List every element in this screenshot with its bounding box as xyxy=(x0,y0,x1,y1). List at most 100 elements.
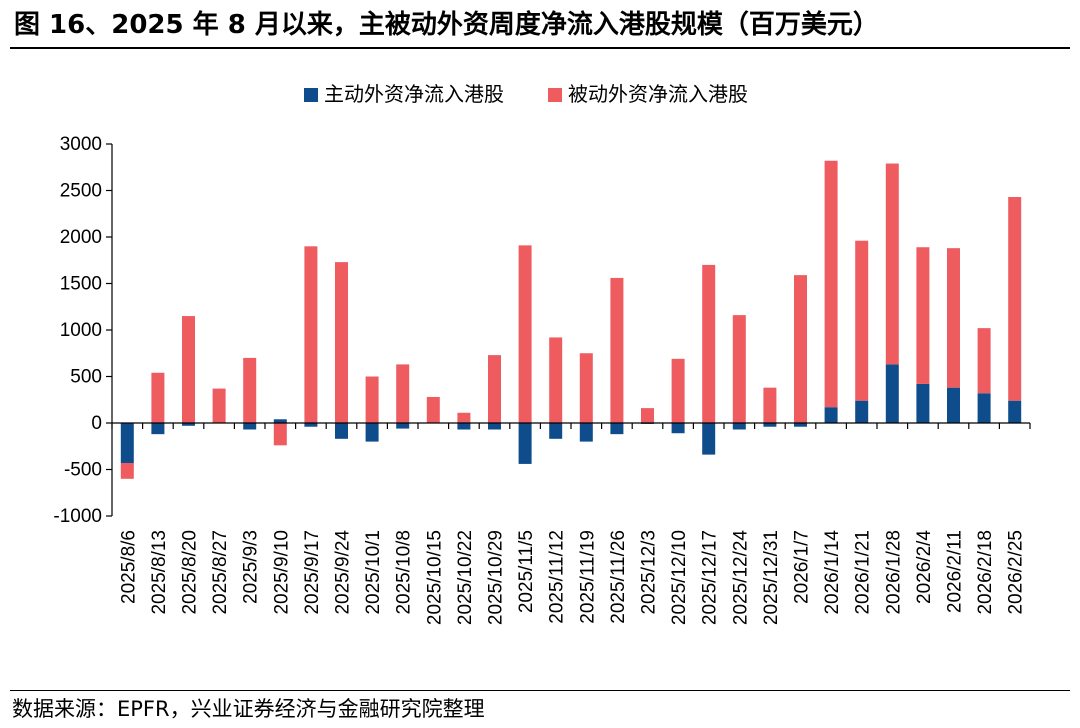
y-tick-label: -500 xyxy=(64,460,102,481)
x-tick-label: 2025/11/12 xyxy=(547,530,568,624)
bar-passive xyxy=(579,353,593,423)
bar-active xyxy=(182,423,195,426)
x-tick-label: 2025/10/1 xyxy=(363,530,384,615)
bar-passive xyxy=(182,316,195,423)
x-tick-label: 2026/1/28 xyxy=(883,530,904,615)
bar-active xyxy=(885,364,899,423)
bar-passive xyxy=(151,372,165,423)
x-tick-label: 2025/11/26 xyxy=(608,530,629,624)
x-tick-label: 2025/8/20 xyxy=(180,530,201,615)
bar-active xyxy=(304,423,318,427)
bar-active xyxy=(273,419,287,423)
bar-active xyxy=(457,423,471,430)
bar-passive xyxy=(885,163,899,365)
legend-swatch-passive xyxy=(548,88,562,102)
y-tick-label: 2500 xyxy=(60,181,102,202)
bar-active xyxy=(488,423,501,430)
bar-active xyxy=(763,423,777,427)
bar-passive xyxy=(794,275,807,423)
source-note: 数据来源：EPFR，兴业证券经济与金融研究院整理 xyxy=(12,697,485,721)
bar-passive xyxy=(212,388,226,423)
x-tick-label: 2026/2/11 xyxy=(945,530,966,613)
x-tick-label: 2025/9/24 xyxy=(333,530,354,615)
bar-active xyxy=(579,423,593,442)
y-tick-label: 2000 xyxy=(60,227,102,248)
bar-passive xyxy=(947,248,960,388)
x-tick-label: 2025/12/24 xyxy=(730,530,751,626)
bar-active xyxy=(365,423,379,442)
bar-passive xyxy=(977,328,991,394)
bar-passive xyxy=(855,240,869,401)
legend-label-passive: 被动外资净流入港股 xyxy=(568,83,748,106)
x-tick-label: 2025/11/19 xyxy=(577,530,598,624)
x-tick-label: 2025/12/17 xyxy=(700,530,721,625)
x-tick-label: 2026/2/25 xyxy=(1006,530,1027,615)
y-tick-label: 500 xyxy=(70,367,102,388)
bar-active xyxy=(335,423,348,439)
x-tick-label: 2025/9/17 xyxy=(302,530,323,615)
bar-passive xyxy=(1008,197,1022,401)
bar-passive xyxy=(671,358,685,423)
bar-passive xyxy=(273,423,287,446)
y-tick-label: 3000 xyxy=(60,134,102,155)
x-tick-label: 2025/9/3 xyxy=(241,530,262,604)
x-tick-label: 2025/10/22 xyxy=(455,530,476,625)
bar-active xyxy=(151,423,165,435)
bar-passive xyxy=(610,277,624,423)
legend-swatch-active xyxy=(304,88,318,102)
y-tick-label: 1000 xyxy=(60,320,102,341)
bar-active xyxy=(549,423,563,439)
legend: 主动外资净流入港股 被动外资净流入港股 xyxy=(304,83,748,106)
x-tick-label: 2025/10/8 xyxy=(394,530,415,615)
bar-active xyxy=(518,423,532,464)
x-tick-label: 2025/9/10 xyxy=(271,530,292,615)
bar-passive xyxy=(549,337,563,423)
source-rule xyxy=(10,690,1070,691)
bar-active xyxy=(1008,400,1022,423)
bar-passive xyxy=(120,462,134,479)
bar-active xyxy=(396,423,410,429)
x-tick-label: 2026/2/18 xyxy=(975,530,996,615)
y-tick-label: -1000 xyxy=(53,506,102,527)
bar-active xyxy=(732,423,746,430)
bar-passive xyxy=(732,315,746,423)
bar-active xyxy=(855,400,869,423)
bar-active xyxy=(977,393,991,423)
bar-passive xyxy=(518,245,532,423)
bar-passive xyxy=(365,376,379,423)
y-tick-label: 1500 xyxy=(60,274,102,295)
x-tick-label: 2025/8/27 xyxy=(210,530,231,615)
bars xyxy=(120,160,1022,479)
bar-passive xyxy=(824,160,838,408)
bar-passive xyxy=(702,264,716,423)
bar-active xyxy=(916,383,930,423)
x-tick-label: 2026/1/7 xyxy=(792,530,813,604)
x-axis: 2025/8/6 2025/8/13 2025/8/20 2025/8/27 2025/… xyxy=(111,422,1031,626)
x-tick-label: 2025/12/10 xyxy=(669,530,690,625)
bar-passive xyxy=(243,357,257,423)
bar-active xyxy=(824,407,838,423)
stacked-bar-chart: 主动外资净流入港股 被动外资净流入港股 3000 2500 2000 1500 1000… xyxy=(53,83,1031,626)
x-tick-label: 2025/11/5 xyxy=(516,530,537,613)
bar-passive xyxy=(763,387,777,423)
bar-active xyxy=(610,423,624,435)
bar-passive xyxy=(916,247,930,384)
bar-passive xyxy=(396,364,410,423)
x-tick-label: 2025/10/15 xyxy=(424,530,445,625)
x-tick-label: 2025/12/31 xyxy=(761,530,782,625)
bar-active xyxy=(947,387,960,423)
y-tick-label: 0 xyxy=(91,413,102,434)
chart-title: 图 16、2025 年 8 月以来，主被动外资周度净流入港股规模（百万美元） xyxy=(14,10,879,40)
bar-active xyxy=(794,423,807,427)
x-tick-label: 2026/2/4 xyxy=(914,530,935,604)
x-tick-label: 2025/10/29 xyxy=(486,530,507,625)
bar-active xyxy=(243,423,257,430)
bar-active xyxy=(671,423,685,434)
bar-active xyxy=(120,423,134,463)
bar-passive xyxy=(457,412,471,423)
x-tick-label: 2026/1/21 xyxy=(853,530,874,615)
x-tick-label: 2025/12/3 xyxy=(639,530,660,615)
legend-label-active: 主动外资净流入港股 xyxy=(324,83,504,106)
y-axis: 3000 2500 2000 1500 1000 500 0 -500 -1000 xyxy=(53,134,113,527)
bar-passive xyxy=(488,355,501,423)
